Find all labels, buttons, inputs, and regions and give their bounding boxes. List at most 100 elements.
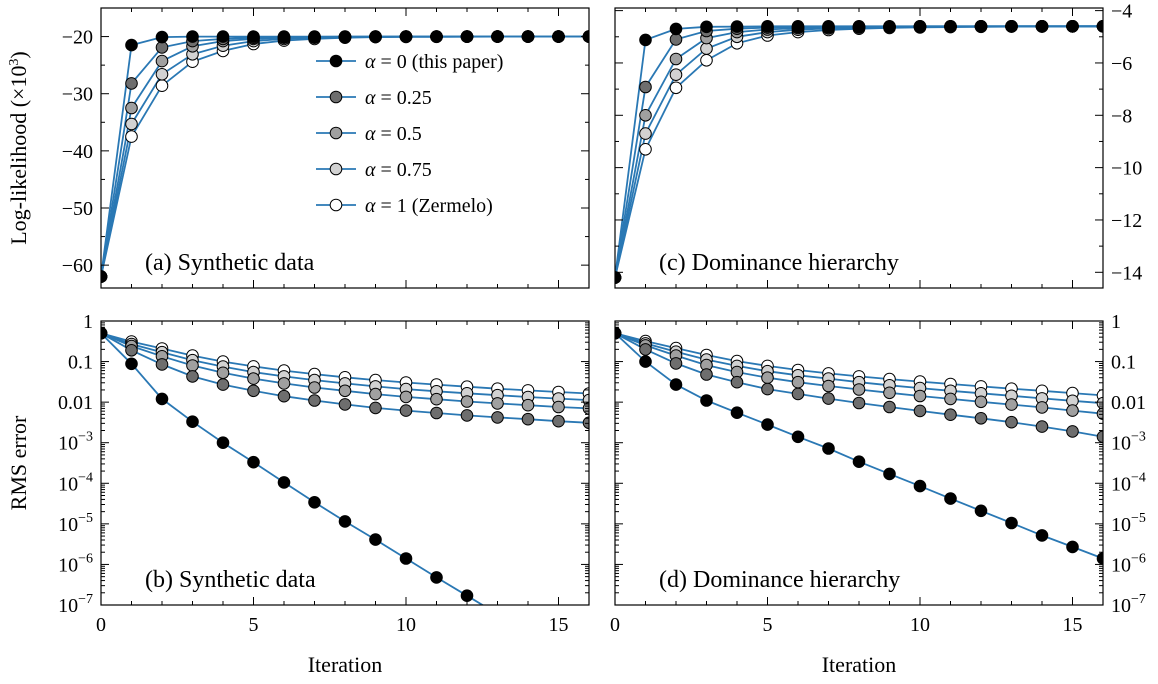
y-tick-label-b: 0.1 xyxy=(68,352,93,374)
data-point-d-1-12 xyxy=(974,412,988,425)
data-point-b-2-4 xyxy=(216,366,230,380)
data-point-b-0-1 xyxy=(125,357,138,371)
data-point-b-1-10 xyxy=(399,404,413,417)
data-point-a-2-2 xyxy=(155,54,169,68)
x-tick-label-d: 10 xyxy=(910,614,930,636)
x-tick-label-d: 15 xyxy=(1063,614,1083,636)
data-point-d-1-3 xyxy=(700,368,713,381)
y-tick-label-d: 0.01 xyxy=(1111,392,1146,414)
plot-area-a xyxy=(101,30,589,283)
data-point-c-0-14 xyxy=(1035,20,1049,33)
data-point-d-0-13 xyxy=(1005,516,1018,530)
data-point-c-0-9 xyxy=(883,20,896,33)
data-point-b-0-11 xyxy=(430,571,443,584)
data-point-c-2-1 xyxy=(639,109,652,122)
data-point-c-0-10 xyxy=(913,20,927,33)
data-point-d-0-12 xyxy=(974,504,988,518)
data-point-d-2-8 xyxy=(852,383,866,396)
legend-marker-2 xyxy=(329,126,343,140)
data-point-b-0-13 xyxy=(492,608,504,620)
data-point-a-0-1 xyxy=(125,38,138,52)
data-point-a-0-11 xyxy=(430,30,443,43)
data-point-d-2-11 xyxy=(944,392,957,406)
x-axis-label-right: Iteration xyxy=(822,652,897,677)
y-axis-label-top: Log-likelihood (×103) xyxy=(6,51,31,245)
data-point-c-3-2 xyxy=(669,68,683,81)
legend: α = 0 (this paper) α = 0.25 α = 0.5 α = 0.7… xyxy=(316,51,503,217)
y-tick-label-d: 1 xyxy=(1111,311,1121,333)
data-point-b-2-9 xyxy=(369,387,382,401)
data-point-b-1-5 xyxy=(247,384,260,398)
data-point-c-0-1 xyxy=(639,33,652,47)
legend-entry-1: α = 0.25 xyxy=(365,87,432,109)
y-tick-label-d: 10−7 xyxy=(1111,592,1146,617)
data-point-b-2-12 xyxy=(460,395,474,408)
data-point-c-0-7 xyxy=(822,20,835,33)
data-point-c-4-3 xyxy=(700,54,713,67)
data-point-a-0-3 xyxy=(186,30,199,43)
data-point-c-0-15 xyxy=(1066,20,1079,33)
data-point-d-0-15 xyxy=(1066,540,1079,554)
data-point-d-1-5 xyxy=(761,382,774,396)
data-point-c-4-2 xyxy=(669,81,683,95)
data-point-d-0-7 xyxy=(822,442,835,455)
y-axis-label-bottom: RMS error xyxy=(6,415,31,510)
data-point-c-0-4 xyxy=(730,20,744,33)
legend-entry-2: α = 0.5 xyxy=(365,123,422,145)
data-point-b-2-3 xyxy=(186,359,199,372)
y-tick-label-b: 10−4 xyxy=(58,470,93,495)
data-point-c-2-2 xyxy=(669,52,683,66)
series-line-a-0 xyxy=(101,35,589,277)
y-tick-label-b: 10−3 xyxy=(58,430,93,455)
data-point-b-2-14 xyxy=(521,398,535,412)
data-point-d-1-7 xyxy=(822,392,835,405)
data-point-d-2-15 xyxy=(1066,404,1079,417)
data-point-a-0-14 xyxy=(521,30,535,43)
plot-area-c xyxy=(615,20,1103,284)
panel-title-d: (d) Dominance hierarchy xyxy=(659,567,900,593)
data-point-b-1-3 xyxy=(186,370,199,383)
data-point-b-0-6 xyxy=(277,476,291,489)
data-point-d-0-11 xyxy=(944,492,957,505)
x-tick-label-b: 5 xyxy=(249,614,259,636)
series-line-a-1 xyxy=(101,35,589,277)
data-point-c-0-5 xyxy=(761,20,774,33)
data-point-d-1-14 xyxy=(1035,420,1049,433)
data-point-b-1-12 xyxy=(460,409,474,422)
y-tick-label-d: 0.1 xyxy=(1111,352,1136,374)
y-tick-label-a: −60 xyxy=(62,255,93,277)
data-point-b-1-2 xyxy=(155,358,169,371)
data-point-c-3-3 xyxy=(700,42,713,55)
data-point-d-0-3 xyxy=(700,394,713,407)
data-point-d-2-5 xyxy=(761,371,774,385)
data-point-b-0-9 xyxy=(369,533,382,546)
panel-title-a: (a) Synthetic data xyxy=(145,250,315,276)
data-point-d-2-14 xyxy=(1035,401,1049,414)
data-point-b-2-5 xyxy=(247,372,260,385)
x-axis-label-left: Iteration xyxy=(308,652,383,677)
data-point-d-1-8 xyxy=(852,396,866,410)
data-point-d-2-7 xyxy=(822,379,835,393)
data-point-a-0-10 xyxy=(399,30,413,43)
y-tick-label-b: 0.01 xyxy=(58,392,93,414)
data-point-c-3-1 xyxy=(639,127,652,140)
x-tick-label-d: 0 xyxy=(610,614,620,636)
y-tick-label-a: −50 xyxy=(62,198,93,220)
y-tick-label-b: 10−6 xyxy=(58,551,93,576)
data-point-b-0-12 xyxy=(460,589,474,603)
data-point-c-0-12 xyxy=(974,20,988,33)
y-tick-label-b: 10−5 xyxy=(58,511,93,536)
data-point-a-0-12 xyxy=(460,30,474,43)
panel-title-b: (b) Synthetic data xyxy=(145,567,316,593)
data-point-d-1-1 xyxy=(639,343,652,356)
axes-frame-b xyxy=(100,320,590,606)
data-point-b-1-4 xyxy=(216,378,230,391)
series-line-a-4 xyxy=(101,35,589,277)
data-point-a-0-9 xyxy=(369,30,382,43)
legend-marker-3 xyxy=(329,162,343,176)
data-point-c-0-8 xyxy=(852,20,866,33)
data-point-a-4-1 xyxy=(125,130,138,143)
series-line-c-3 xyxy=(615,25,1103,278)
data-point-a-0-8 xyxy=(338,30,352,43)
panel-title-c: (c) Dominance hierarchy xyxy=(659,250,899,276)
